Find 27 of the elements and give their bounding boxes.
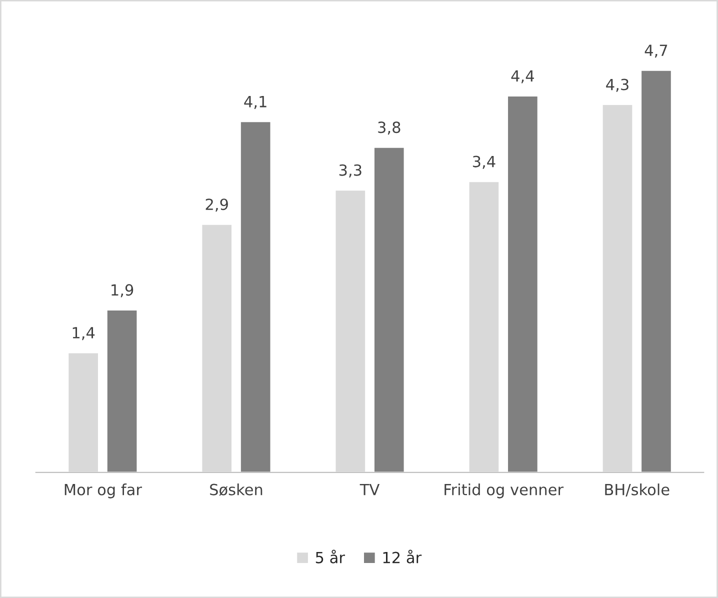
bar xyxy=(106,309,138,472)
data-label: 3,3 xyxy=(339,164,362,178)
data-label: 4,7 xyxy=(644,44,668,58)
x-tick-label: TV xyxy=(360,484,380,496)
data-label: 1,4 xyxy=(72,327,95,340)
legend-label: 5 år xyxy=(316,550,345,564)
data-label: 3,4 xyxy=(472,156,496,169)
bar xyxy=(640,69,672,472)
bar xyxy=(468,180,500,472)
data-label: 1,9 xyxy=(112,284,134,298)
bar xyxy=(200,224,233,472)
bar xyxy=(373,146,406,472)
legend-label: 12 år xyxy=(383,550,422,564)
x-tick-label: Fritid og venner xyxy=(444,484,564,498)
data-label: 2,9 xyxy=(206,198,228,212)
bar xyxy=(601,104,634,472)
bar xyxy=(67,352,100,472)
x-tick-label: Mor og far xyxy=(64,484,142,498)
x-tick-label: Søsken xyxy=(210,484,262,496)
x-tick-label: BH/skole xyxy=(605,484,670,497)
data-label: 4,4 xyxy=(511,70,534,84)
bar xyxy=(240,120,272,472)
bar xyxy=(334,189,366,472)
data-label: 4,1 xyxy=(244,96,266,109)
data-label: 3,8 xyxy=(378,122,400,135)
bar xyxy=(506,95,539,472)
data-label: 4,3 xyxy=(606,78,628,92)
